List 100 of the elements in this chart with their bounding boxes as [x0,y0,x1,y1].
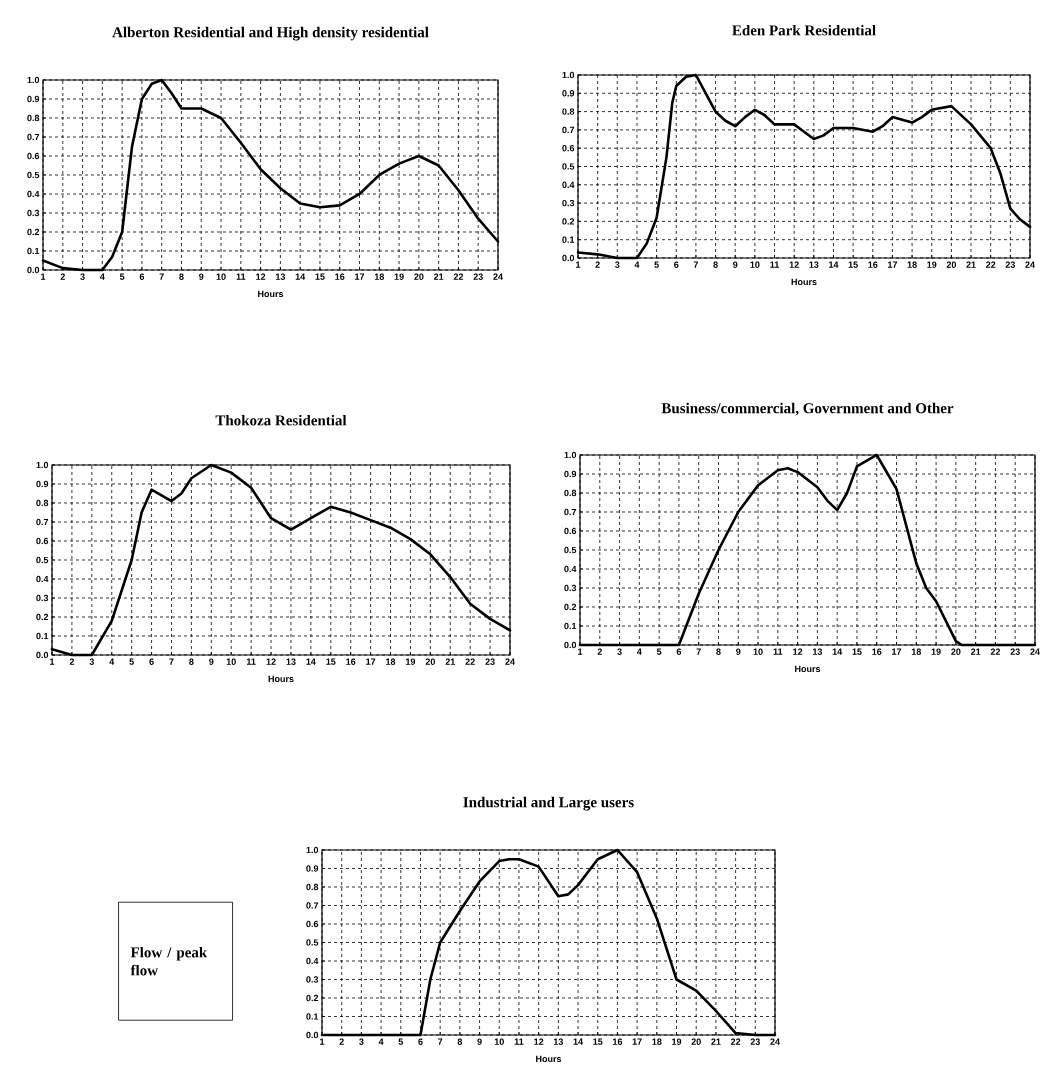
y-tick-label: 0.7 [564,508,577,516]
x-tick-label: 21 [711,1038,721,1045]
x-tick-label: 12 [256,273,266,280]
x-tick-label: 7 [169,658,174,665]
x-tick-label: 20 [691,1038,701,1045]
x-tick-label: 5 [119,273,125,280]
x-tick-label: 24 [1030,648,1040,655]
y-tick-label: 0.6 [562,145,575,152]
y-tick-label: 0.2 [36,613,49,621]
x-tick-label: 3 [80,273,85,280]
x-tick-label: 10 [750,261,760,268]
x-tick-label: 22 [986,261,996,268]
x-tick-label: 9 [477,1038,482,1045]
x-tick-label: 24 [1025,261,1035,268]
x-tick-label: 15 [326,658,336,665]
y-tick-label: 0.7 [562,126,575,134]
y-tick-label: 0.4 [562,181,575,188]
y-tick-label: 0.9 [36,480,49,488]
x-tick-label: 14 [829,261,839,268]
x-tick-label: 8 [179,273,184,280]
y-tick-label: 0.3 [562,199,575,207]
x-axis-title: Hours [268,675,294,683]
x-tick-label: 21 [966,261,976,268]
x-tick-label: 19 [394,273,404,280]
x-tick-label: 18 [652,1038,662,1045]
x-tick-label: 10 [226,658,236,665]
x-tick-label: 13 [553,1038,564,1045]
x-tick-label: 14 [573,1038,583,1045]
x-tick-label: 23 [1005,261,1016,268]
x-tick-label: 20 [951,648,961,655]
x-tick-label: 9 [733,261,738,268]
y-tick-label: 0.6 [306,920,319,928]
x-tick-label: 8 [457,1038,463,1045]
x-tick-label: 14 [832,648,843,655]
x-tick-label: 3 [359,1038,364,1045]
x-tick-label: 1 [578,648,583,655]
x-tick-label: 2 [339,1038,344,1045]
chart-title: Thokoza Residential [215,414,347,426]
x-tick-label: 17 [366,658,376,665]
y-tick-label: 0.1 [27,247,40,255]
y-tick-label: 0.7 [27,133,40,141]
x-tick-label: 20 [425,658,435,665]
x-tick-label: 11 [770,261,780,268]
x-axis-title: Hours [795,665,821,673]
y-tick-label: 0.8 [564,489,577,497]
x-tick-label: 22 [465,658,475,665]
x-tick-label: 12 [266,658,276,665]
x-tick-label: 11 [773,648,783,655]
x-tick-label: 1 [41,273,46,280]
x-tick-label: 5 [398,1038,404,1045]
x-tick-label: 8 [713,261,718,268]
x-tick-label: 4 [634,261,640,268]
x-tick-label: 13 [286,658,296,665]
y-tick-label: 0.8 [306,883,319,891]
x-tick-label: 6 [676,648,682,655]
x-tick-label: 8 [716,648,721,655]
chart-title: Industrial and Large users [463,796,634,811]
x-tick-label: 4 [109,658,115,665]
y-tick-label: 0.3 [27,209,40,217]
x-tick-label: 10 [494,1038,504,1045]
x-tick-label: 15 [593,1038,603,1045]
x-tick-label: 7 [438,1038,443,1045]
y-tick-label: 0.9 [562,90,575,97]
x-tick-label: 23 [485,658,495,665]
x-tick-label: 5 [129,658,134,665]
x-tick-label: 16 [346,658,356,665]
x-tick-label: 6 [149,658,154,665]
x-tick-label: 2 [69,658,75,665]
x-axis-title: Hours [791,278,817,286]
y-tick-label: 0.5 [36,556,49,564]
x-tick-label: 19 [405,658,416,665]
x-tick-label: 17 [887,261,898,268]
x-tick-label: 22 [730,1038,741,1045]
x-tick-label: 7 [696,648,701,655]
x-tick-label: 9 [199,273,204,280]
y-tick-label: 0.7 [306,902,319,909]
x-tick-label: 3 [615,261,620,268]
line-series [576,73,1032,260]
x-tick-label: 14 [295,273,306,280]
y-tick-label: 0.1 [306,1013,319,1020]
chart-title: Alberton Residential and High density residential [112,26,429,41]
x-tick-label: 24 [770,1038,780,1045]
x-tick-label: 18 [386,658,396,665]
y-tick-label: 0.2 [306,994,319,1002]
y-tick-label: 0.9 [27,95,40,103]
x-tick-label: 15 [315,273,325,280]
x-tick-label: 4 [636,648,642,655]
x-tick-label: 21 [445,658,456,665]
x-tick-label: 18 [911,648,922,655]
y-tick-label: 0.5 [27,171,40,179]
text: Flow / peak flow [130,946,208,976]
x-tick-label: 15 [848,261,858,268]
x-tick-label: 13 [812,648,823,655]
y-tick-label: 0.1 [564,622,577,630]
x-tick-label: 12 [789,261,799,268]
y-tick-label: 0.0 [306,1031,319,1039]
x-tick-label: 12 [793,648,803,655]
x-tick-label: 17 [632,1038,642,1045]
y-tick-label: 0.8 [562,108,575,115]
x-tick-label: 19 [672,1038,682,1045]
